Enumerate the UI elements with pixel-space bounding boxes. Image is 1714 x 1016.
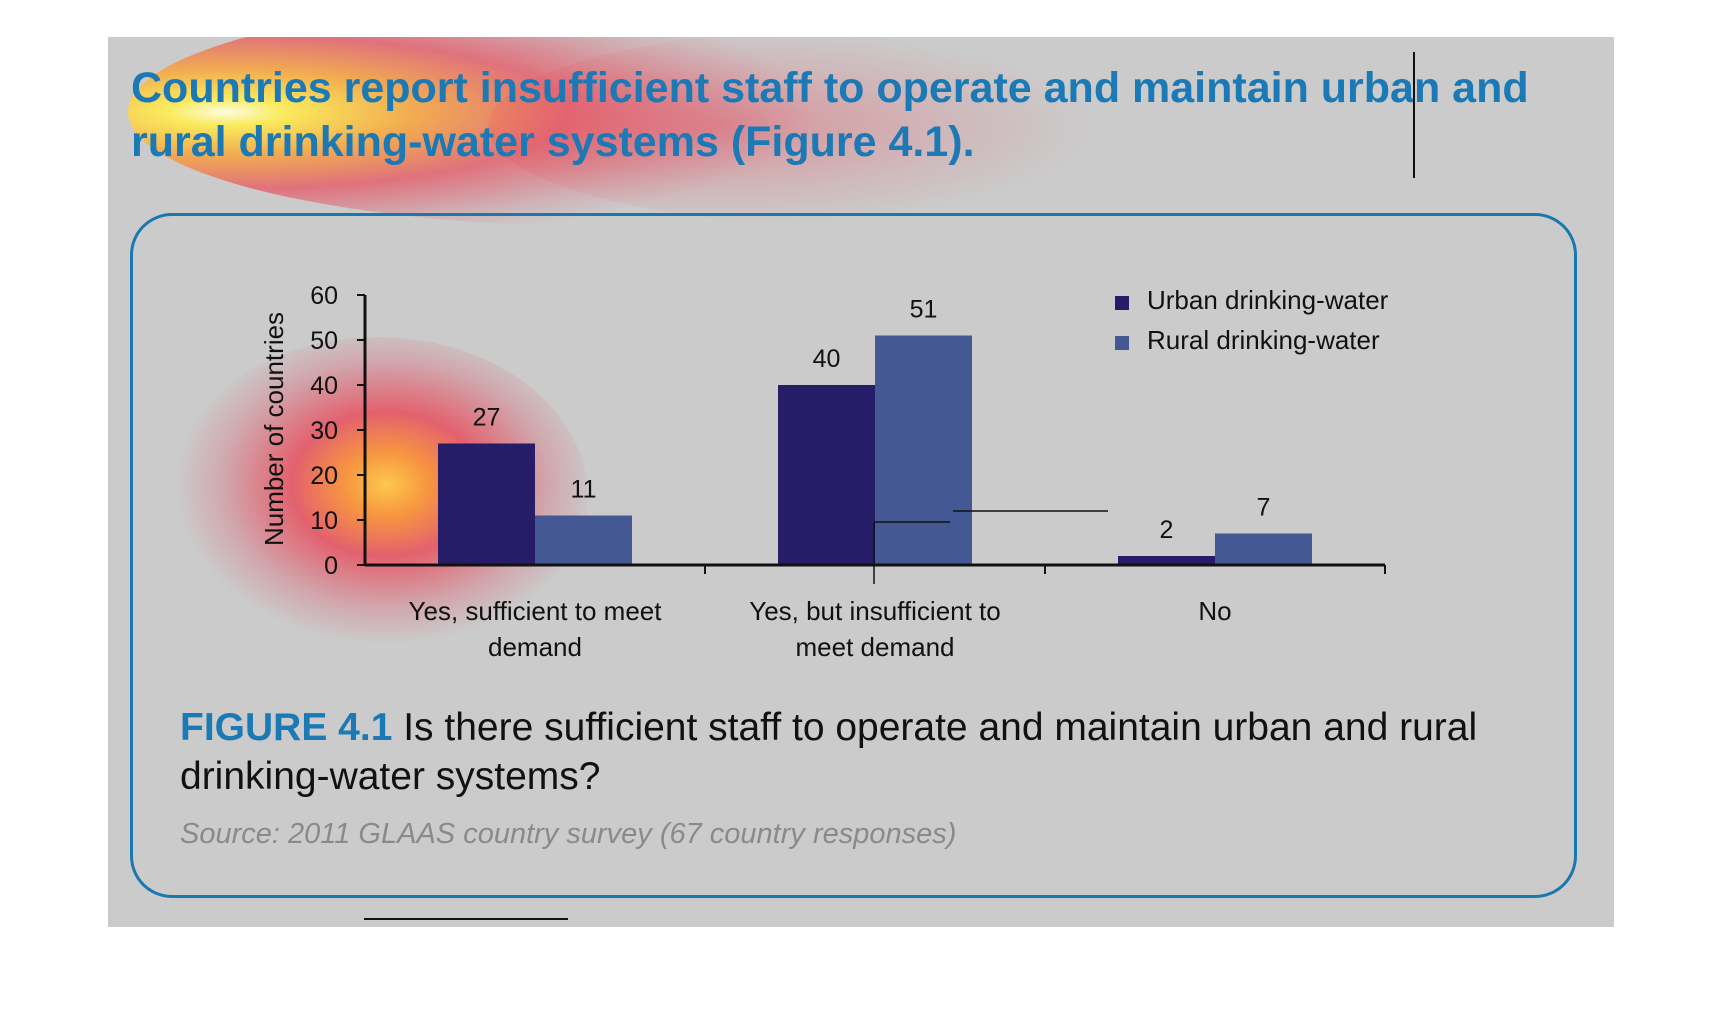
data-label: 27	[473, 404, 501, 432]
x-category-label: Yes, sufficient to meet	[409, 596, 663, 626]
headline: Countries report insufficient staff to o…	[131, 64, 1529, 166]
stray-underline	[364, 918, 568, 920]
data-label: 2	[1160, 516, 1174, 544]
y-axis-title: Number of countries	[259, 312, 289, 546]
data-label: 40	[813, 345, 841, 373]
x-category-label: meet demand	[796, 632, 955, 662]
bar	[875, 335, 972, 565]
figure-caption-text: Is there sufficient staff to operate and…	[180, 706, 1478, 798]
x-category-label: Yes, but insufficient to	[749, 596, 1001, 626]
y-tick-label: 30	[310, 417, 338, 445]
text-cursor	[1413, 52, 1415, 178]
figure-caption: FIGURE 4.1 Is there sufficient staff to …	[180, 703, 1532, 801]
bar	[778, 385, 875, 565]
legend-swatch	[1115, 296, 1129, 310]
figure-caption-label: FIGURE 4.1	[180, 706, 393, 749]
data-label: 11	[571, 476, 597, 504]
y-tick-label: 0	[324, 552, 338, 580]
y-tick-label: 60	[310, 282, 338, 310]
y-tick-label: 10	[310, 507, 338, 535]
x-category-label: No	[1198, 596, 1231, 626]
legend-label: Urban drinking-water	[1147, 285, 1389, 315]
bar-chart: 0 10 20 30 40 50 60 Number of countries 27 40 2 11 5…	[259, 282, 1389, 662]
data-label: 51	[910, 296, 938, 324]
figure-source: Source: 2011 GLAAS country survey (67 co…	[180, 818, 957, 850]
bar	[535, 515, 632, 565]
legend-label: Rural drinking-water	[1147, 325, 1380, 355]
data-label: 7	[1257, 494, 1271, 522]
legend-swatch	[1115, 336, 1129, 350]
y-tick-label: 40	[310, 372, 338, 400]
y-tick-label: 20	[310, 462, 338, 490]
bar	[1215, 533, 1312, 565]
bar	[1118, 556, 1215, 565]
x-category-label: demand	[488, 632, 582, 662]
figure-panel: Countries report insufficient staff to o…	[108, 37, 1614, 927]
figure-frame	[130, 213, 1577, 898]
bar	[438, 443, 535, 565]
y-tick-label: 50	[310, 327, 338, 355]
